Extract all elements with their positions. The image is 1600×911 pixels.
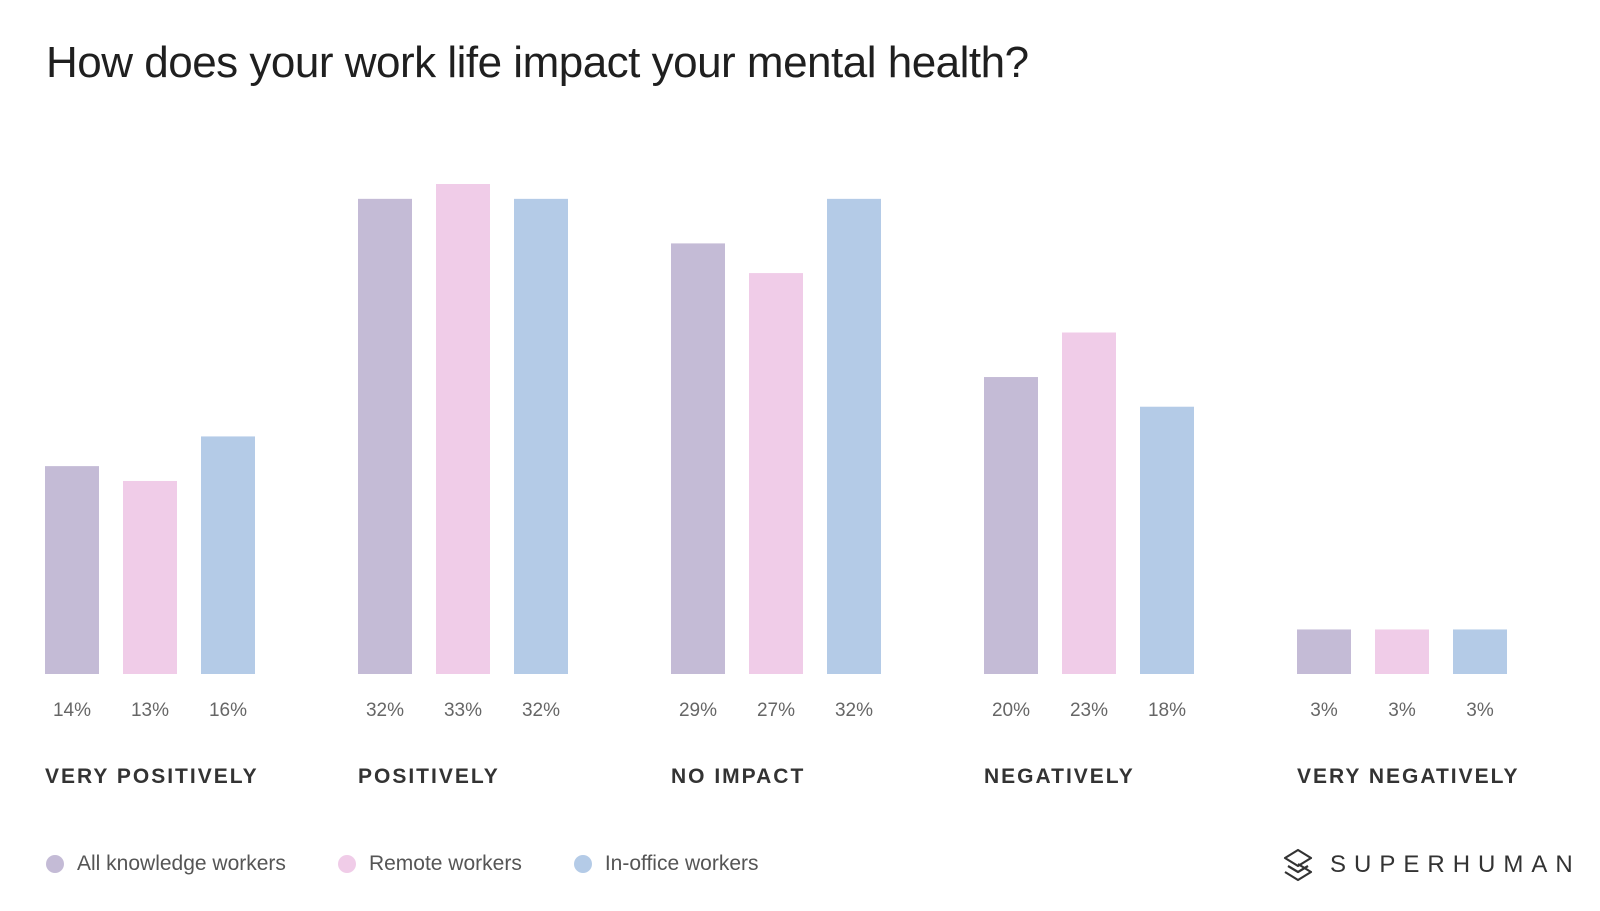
category-label: NO IMPACT [671, 765, 805, 788]
category-label: VERY NEGATIVELY [1297, 765, 1520, 788]
bar-3-5 [1453, 629, 1507, 674]
category-label: POSITIVELY [358, 765, 500, 788]
value-label: 3% [1388, 700, 1416, 721]
bar-1-4 [984, 377, 1038, 674]
value-label: 23% [1070, 700, 1108, 721]
bar-1-1 [45, 466, 99, 674]
legend-label: In-office workers [604, 852, 759, 875]
bar-2-2 [436, 184, 490, 674]
legend-item: All knowledge workers [46, 852, 286, 876]
value-label: 3% [1466, 700, 1494, 721]
bar-2-1 [123, 480, 177, 674]
bar-3-4 [1140, 406, 1194, 674]
brand-logo: SUPERHUMAN [1282, 848, 1581, 882]
bar-1-5 [1297, 629, 1351, 674]
bar-1-2 [358, 198, 412, 674]
value-label: 3% [1310, 700, 1338, 721]
legend-swatch [46, 855, 64, 873]
value-label: 29% [679, 700, 717, 721]
legend: All knowledge workers Remote workers In-of… [46, 852, 811, 876]
bar-3-3 [827, 198, 881, 674]
legend-swatch [573, 855, 592, 873]
value-label: 20% [992, 700, 1030, 721]
value-label: 18% [1148, 700, 1186, 721]
bar-3-1 [201, 436, 255, 674]
superhuman-logo-icon [1283, 848, 1313, 882]
value-label: 32% [522, 700, 560, 721]
category-label: NEGATIVELY [984, 765, 1135, 788]
bar-1-3 [671, 243, 725, 675]
legend-label: Remote workers [368, 852, 522, 875]
bar-3-2 [514, 198, 568, 674]
bar-2-3 [749, 273, 803, 674]
brand-name: SUPERHUMAN [1330, 851, 1581, 878]
bar-2-5 [1375, 629, 1429, 674]
value-label: 13% [131, 700, 169, 721]
value-label: 32% [835, 700, 873, 721]
category-label: VERY POSITIVELY [45, 765, 259, 788]
legend-item: In-office workers [573, 852, 759, 876]
legend-label: All knowledge workers [77, 852, 286, 875]
legend-swatch [337, 855, 356, 873]
value-label: 27% [757, 700, 795, 721]
value-label: 33% [444, 700, 482, 721]
legend-item: Remote workers [337, 852, 522, 876]
value-label: 16% [209, 700, 247, 721]
value-label: 32% [366, 700, 404, 721]
chart-title: How does your work life impact your ment… [46, 38, 1029, 87]
value-label: 14% [53, 700, 91, 721]
bar-2-4 [1062, 332, 1116, 674]
